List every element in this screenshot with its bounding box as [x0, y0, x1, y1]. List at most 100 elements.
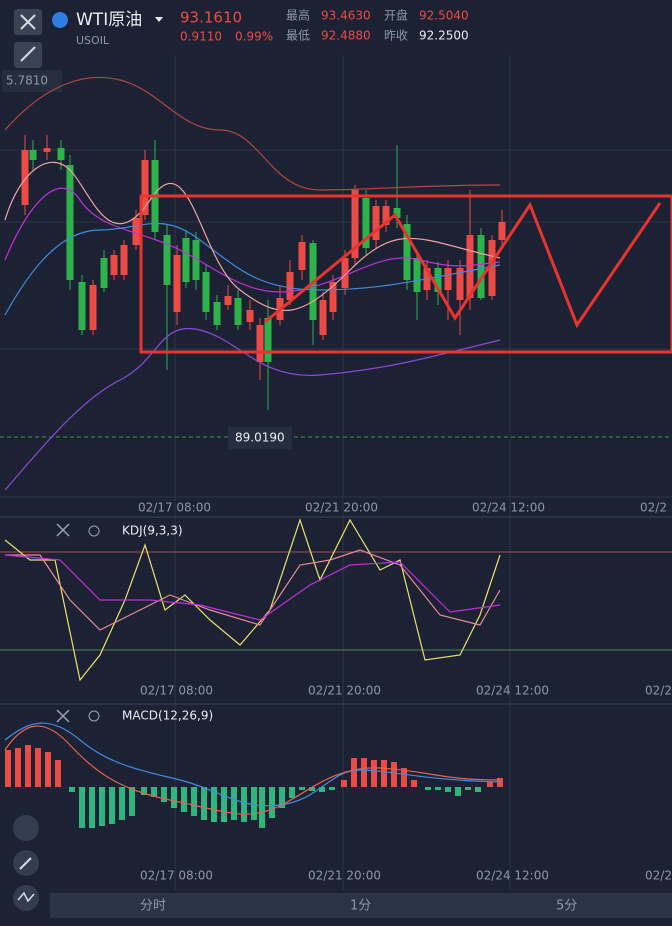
candle-body: [488, 240, 496, 296]
close-indicator[interactable]: [56, 523, 70, 537]
candle-body: [403, 224, 411, 280]
stat-label: 最低: [286, 29, 310, 43]
macd-bar: [211, 787, 217, 822]
time-label: 02/2: [645, 684, 672, 698]
tab[interactable]: 1分: [350, 899, 371, 914]
settings-icon[interactable]: [88, 710, 100, 722]
settings-icon[interactable]: [88, 525, 100, 537]
fullscreen-icon: [20, 46, 36, 62]
candle-body: [256, 325, 264, 362]
time-label: 02/24 12:00: [472, 501, 545, 515]
indicator-label: MACD(12,26,9): [122, 709, 213, 723]
macd-bar: [309, 787, 315, 791]
annotation-box: [139, 194, 672, 354]
candle-body: [213, 302, 221, 325]
candle-body: [89, 285, 97, 330]
macd-bar: [465, 787, 471, 790]
macd-bar: [151, 787, 157, 797]
tab-bar: [50, 893, 672, 918]
candle-body: [163, 235, 171, 285]
price-label-box: [228, 427, 292, 449]
stat-value: 92.5040: [419, 9, 469, 23]
candle-body: [192, 240, 200, 280]
tab[interactable]: 分时: [140, 899, 166, 914]
macd-bar: [221, 787, 227, 822]
macd-bar: [69, 787, 75, 792]
macd-bar: [181, 787, 187, 812]
time-label: 02/17 08:00: [140, 684, 213, 698]
candle-body: [286, 272, 294, 300]
time-label: 02/17 08:00: [138, 501, 211, 515]
time-label: 02/2: [640, 501, 667, 515]
candle-body: [224, 296, 232, 305]
macd-bar: [15, 748, 21, 787]
draw-icon: [19, 857, 32, 870]
macd-histogram: [5, 745, 503, 828]
candle-body: [202, 272, 210, 312]
macd-bar: [381, 760, 387, 787]
macd-bar: [401, 768, 407, 787]
candle-body: [319, 300, 327, 335]
stat-value: 92.4880: [321, 29, 371, 43]
symbol[interactable]: WTI原油: [76, 10, 142, 30]
annotation-arrows: [264, 201, 662, 329]
dropdown[interactable]: [155, 17, 163, 22]
macd-bar: [391, 762, 397, 787]
macd-bar: [411, 780, 417, 787]
stat-label: 开盘: [384, 8, 408, 23]
candle-body: [234, 298, 242, 325]
macd-bar: [455, 787, 461, 796]
indicator-label: KDJ(9,3,3): [122, 524, 183, 538]
candle-body: [329, 282, 337, 312]
symbol-icon: [52, 12, 68, 28]
macd-bar: [425, 787, 431, 790]
macd-bar: [99, 787, 105, 826]
candle-body: [444, 268, 452, 290]
macd-lines: [4, 722, 501, 815]
macd-bar: [475, 787, 481, 792]
macd-bar: [141, 787, 147, 795]
macd-bar: [329, 787, 335, 790]
candle-body: [173, 255, 181, 312]
macd-bar: [191, 787, 197, 816]
macd-bar: [231, 787, 237, 820]
candle-body: [110, 255, 118, 275]
stat-label: 最高: [286, 8, 310, 23]
macd-bar: [25, 745, 31, 787]
candle-body: [434, 268, 442, 292]
stat-label: 昨收: [384, 29, 408, 43]
tool-candle[interactable]: [13, 815, 39, 841]
candle-body: [29, 150, 37, 160]
macd-bar: [45, 752, 51, 787]
macd-bar: [497, 778, 503, 787]
code: USOIL: [76, 34, 110, 47]
change: 0.9110: [180, 30, 222, 44]
macd-bar: [161, 787, 167, 802]
indicator-icon: [17, 891, 35, 903]
candle-body: [498, 222, 506, 240]
change-pct: 0.99%: [235, 30, 273, 44]
time-label: 02/2: [645, 869, 672, 883]
macd-bar: [119, 787, 125, 820]
macd-bar: [251, 787, 257, 820]
candle-body: [246, 310, 254, 322]
macd-bar: [371, 760, 377, 787]
price-label: 5.7810: [6, 74, 48, 88]
macd-bar: [241, 787, 247, 822]
time-label: 02/24 12:00: [476, 869, 549, 883]
close-indicator[interactable]: [56, 709, 70, 723]
time-label: 02/24 12:00: [476, 684, 549, 698]
candle-body: [413, 258, 421, 292]
candle-body: [43, 148, 51, 152]
macd-bar: [259, 787, 265, 828]
candle-body: [362, 198, 370, 248]
candle-body: [466, 235, 474, 298]
macd-bar: [89, 787, 95, 828]
tab[interactable]: 5分: [556, 899, 577, 914]
price-label-box: [2, 70, 62, 92]
macd-bar: [171, 787, 177, 808]
macd-bar: [445, 787, 451, 792]
time-label: 02/21 20:00: [308, 684, 381, 698]
